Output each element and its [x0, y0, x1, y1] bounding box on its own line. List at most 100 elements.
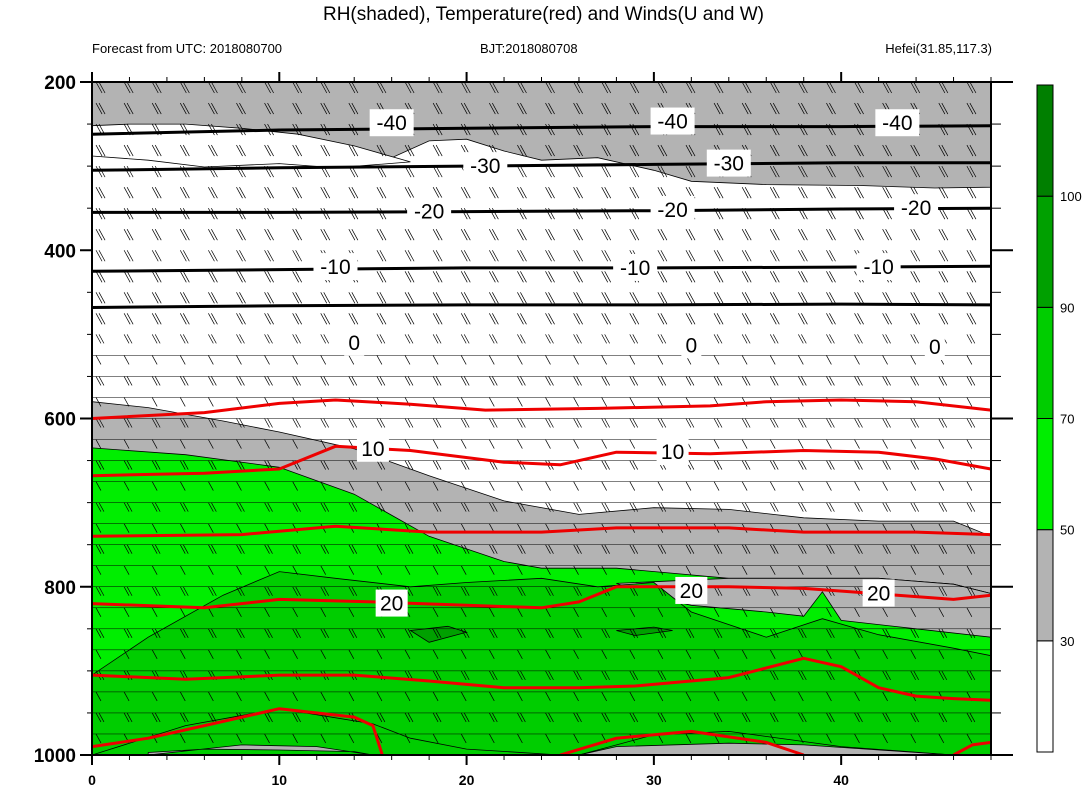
- wind-barb: [376, 208, 387, 220]
- wind-barb-staff: [208, 712, 214, 723]
- wind-barb-flag: [351, 82, 359, 94]
- wind-barb: [460, 544, 470, 554]
- wind-barb-staff: [966, 502, 973, 512]
- wind-barb: [208, 250, 218, 262]
- wind-barb-flag: [267, 82, 274, 94]
- wind-barb-staff: [432, 460, 439, 470]
- wind-barb-staff: [236, 628, 242, 638]
- wind-barb-staff: [151, 649, 158, 660]
- wind-barb-flag: [801, 250, 808, 262]
- wind-barb: [460, 271, 471, 283]
- wind-barb-staff: [545, 334, 551, 344]
- wind-barb-staff: [910, 754, 912, 755]
- wind-barb: [179, 292, 190, 304]
- wind-barb: [573, 376, 582, 386]
- wind-barb-flag: [576, 313, 583, 325]
- wind-barb-staff: [685, 481, 692, 491]
- wind-barb-flag: [885, 628, 891, 638]
- wind-barb-staff: [741, 628, 748, 638]
- wind-barb-flag: [744, 250, 752, 262]
- wind-barb: [545, 186, 555, 199]
- wind-barb: [601, 460, 610, 470]
- wind-barb-staff: [854, 376, 860, 386]
- wind-barb: [236, 186, 246, 199]
- wind-barb-staff: [995, 545, 1000, 554]
- wind-barb: [798, 628, 807, 638]
- wind-barb-staff: [938, 712, 945, 723]
- wind-barb: [236, 544, 245, 554]
- wind-barb-flag: [211, 460, 217, 470]
- contour-label: -10: [620, 257, 650, 280]
- wind-barb-staff: [348, 460, 355, 470]
- wind-barb-flag: [885, 229, 892, 241]
- wind-barb-staff: [769, 733, 776, 744]
- wind-barb-flag: [295, 292, 303, 304]
- wind-barb-staff: [376, 628, 383, 638]
- wind-barb: [151, 186, 162, 199]
- wind-barb-staff: [264, 229, 271, 241]
- wind-barb-staff: [179, 376, 186, 386]
- wind-barb-staff: [601, 649, 607, 660]
- wind-barb: [573, 502, 582, 512]
- wind-barb-flag: [126, 376, 133, 386]
- wind-barb-flag: [126, 313, 134, 325]
- wind-barb-staff: [573, 165, 580, 178]
- wind-barb-staff: [657, 712, 664, 723]
- wind-barb: [179, 82, 190, 94]
- wind-barb: [489, 712, 498, 723]
- wind-barb-flag: [688, 460, 695, 470]
- wind-barb-staff: [882, 292, 889, 304]
- wind-barb-staff: [545, 628, 551, 638]
- wind-barb-staff: [629, 186, 637, 199]
- wind-barb-flag: [604, 250, 612, 262]
- wind-barb: [798, 670, 807, 681]
- wind-barb: [769, 313, 780, 325]
- wind-barb-flag: [857, 502, 863, 512]
- wind-barb-flag: [182, 334, 189, 344]
- wind-barb-staff: [236, 586, 242, 596]
- wind-barb-staff: [208, 376, 214, 386]
- wind-barb: [292, 313, 303, 325]
- wind-barb-staff: [601, 292, 609, 304]
- x-tick-label: 20: [459, 772, 475, 788]
- wind-barb-staff: [208, 460, 214, 470]
- wind-barb-staff: [236, 250, 243, 262]
- wind-barb: [826, 144, 836, 157]
- wind-barb-flag: [267, 186, 274, 199]
- wind-barb-staff: [545, 250, 552, 262]
- wind-barb-flag: [688, 292, 696, 304]
- wind-barb: [517, 628, 526, 638]
- wind-barb: [320, 754, 325, 755]
- wind-barb: [236, 649, 242, 660]
- wind-barb-staff: [236, 565, 242, 575]
- wind-barb-flag: [941, 418, 948, 428]
- wind-barb-staff: [713, 607, 720, 617]
- wind-barb-staff: [95, 481, 102, 491]
- wind-barb-flag: [267, 376, 273, 386]
- wind-barb-staff: [995, 355, 1000, 364]
- wind-barb-flag: [744, 460, 751, 470]
- wind-barb-flag: [998, 145, 1004, 156]
- wind-barb-staff: [995, 524, 1000, 533]
- wind-barb-staff: [208, 733, 214, 744]
- wind-barb-staff: [545, 481, 551, 491]
- wind-barb-flag: [857, 544, 863, 554]
- wind-barb-staff: [545, 144, 552, 157]
- wind-barb-staff: [910, 565, 916, 575]
- wind-barb-staff: [854, 607, 860, 617]
- wind-barb-staff: [376, 565, 383, 575]
- wind-barb: [95, 250, 106, 262]
- wind-barb: [489, 334, 498, 344]
- wind-barb-flag: [998, 334, 1003, 343]
- wind-barb-flag: [772, 102, 780, 115]
- wind-barb-staff: [320, 313, 328, 325]
- wind-barb: [938, 418, 948, 428]
- wind-barb-staff: [460, 82, 468, 94]
- wind-barb-staff: [882, 670, 888, 681]
- wind-barb-staff: [236, 439, 242, 449]
- wind-barb: [123, 355, 130, 365]
- wind-barb-flag: [351, 144, 359, 157]
- wind-barb-staff: [376, 292, 384, 304]
- wind-barb-flag: [239, 418, 245, 428]
- wind-barb-staff: [882, 628, 888, 638]
